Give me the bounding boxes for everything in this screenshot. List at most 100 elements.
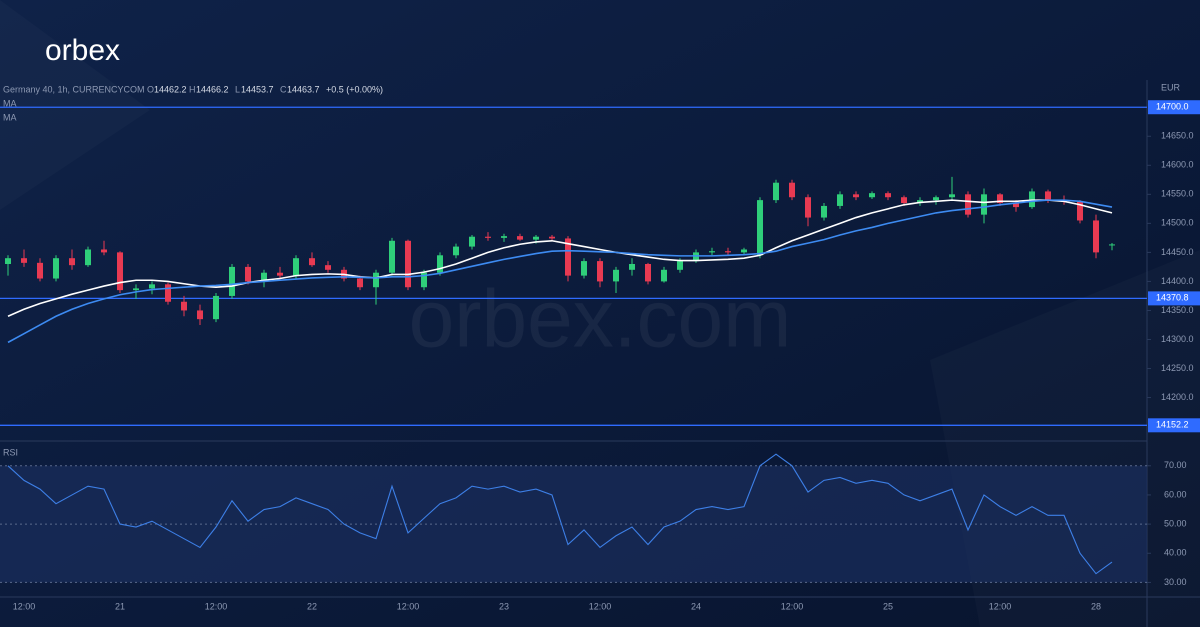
candle-body: [293, 258, 299, 276]
ma-line: [7, 199, 1113, 344]
candle-body: [613, 269, 619, 282]
x-tick-label: 24: [691, 601, 701, 611]
candle-body: [37, 262, 43, 279]
x-tick-label: 12:00: [989, 601, 1012, 611]
rsi-tick-label: 70.00: [1164, 460, 1187, 470]
candle-body: [517, 236, 523, 240]
candle-body: [117, 252, 123, 291]
candle-body: [1045, 191, 1051, 201]
candle-body: [1077, 201, 1083, 221]
rsi-label: RSI: [3, 447, 18, 457]
o-value: 14462.2: [154, 84, 187, 94]
o-label: O: [147, 84, 154, 94]
level-tag: [1148, 418, 1200, 433]
candle-body: [373, 272, 379, 288]
candle-body: [821, 205, 827, 218]
level-label: 14370.8: [1156, 293, 1189, 303]
candle-body: [21, 258, 27, 263]
h-value: 14466.2: [196, 84, 229, 94]
candle-body: [853, 194, 859, 198]
candle-body: [917, 200, 923, 204]
candle-body: [165, 284, 171, 302]
candle-body: [245, 266, 251, 282]
x-tick-label: 23: [499, 601, 509, 611]
candle-body: [5, 258, 11, 264]
candle-body: [693, 252, 699, 262]
x-tick-label: 12:00: [13, 601, 36, 611]
candle-body: [277, 272, 283, 276]
candle-body: [453, 246, 459, 256]
y-tick-label: 14400.0: [1161, 276, 1194, 286]
candle-body: [1029, 191, 1035, 208]
c-label: C: [280, 84, 287, 94]
candle-body: [565, 238, 571, 276]
candle-body: [421, 272, 427, 288]
currency: EUR: [1161, 82, 1181, 92]
candle-body: [677, 261, 683, 270]
candle-body: [629, 264, 635, 270]
candle-body: [901, 197, 907, 204]
candle-body: [709, 251, 715, 253]
ma-line: [7, 199, 1113, 317]
y-tick-label: 14650.0: [1161, 131, 1194, 141]
candle-body: [997, 194, 1003, 204]
y-tick-label: 14300.0: [1161, 334, 1194, 344]
y-tick-label: 14550.0: [1161, 189, 1194, 199]
symbol: Germany 40, 1h, CURRENCYCOM: [3, 84, 145, 94]
logo: orbex: [45, 34, 120, 67]
l-value: 14453.7: [241, 84, 274, 94]
candle-body: [741, 249, 747, 253]
candle-body: [1093, 220, 1099, 253]
candle-body: [773, 182, 779, 201]
rsi-tick-label: 60.00: [1164, 489, 1187, 499]
y-tick-label: 14450.0: [1161, 247, 1194, 257]
candle-body: [549, 236, 555, 239]
legend-entry: MA: [3, 98, 17, 108]
header: Germany 40, 1h, CURRENCYCOM O 14462.2 H …: [3, 84, 383, 457]
candle-body: [645, 264, 651, 282]
candle-body: [325, 265, 331, 270]
candle-body: [53, 258, 59, 279]
x-tick-label: 25: [883, 601, 893, 611]
x-tick-label: 28: [1091, 601, 1101, 611]
candle-body: [757, 200, 763, 256]
candle-body: [933, 197, 939, 201]
candle-body: [181, 301, 187, 311]
candle-body: [229, 266, 235, 296]
candle-body: [149, 284, 155, 289]
candle-body: [85, 249, 91, 266]
x-tick-label: 12:00: [781, 601, 804, 611]
level-tag: [1148, 291, 1200, 306]
candle-body: [437, 255, 443, 273]
candle-body: [885, 193, 891, 198]
x-tick-label: 21: [115, 601, 125, 611]
change: +0.5 (+0.00%): [326, 84, 383, 94]
rsi-tick-label: 30.00: [1164, 577, 1187, 587]
candle-body: [69, 258, 75, 266]
watermark: orbex.com: [409, 274, 792, 365]
x-tick-label: 12:00: [205, 601, 228, 611]
candle-body: [789, 182, 795, 198]
x-tick-label: 22: [307, 601, 317, 611]
x-tick-label: 12:00: [589, 601, 612, 611]
candle-body: [469, 236, 475, 247]
candle-body: [133, 288, 139, 291]
candle-body: [405, 240, 411, 288]
candle-body: [1013, 203, 1019, 208]
candle-body: [261, 272, 267, 282]
candle-body: [533, 236, 539, 240]
candle-body: [501, 236, 507, 238]
l-label: L: [235, 84, 240, 94]
candle-body: [309, 258, 315, 266]
candle-body: [981, 194, 987, 215]
candle-body: [581, 261, 587, 276]
level-tag: [1148, 100, 1200, 115]
y-tick-label: 14250.0: [1161, 363, 1194, 373]
candle-body: [357, 278, 363, 288]
candle-body: [597, 261, 603, 282]
candle-body: [101, 249, 107, 253]
y-tick-label: 14350.0: [1161, 305, 1194, 315]
candle-body: [197, 310, 203, 320]
legend-entry: MA: [3, 112, 17, 122]
candle-body: [965, 194, 971, 215]
